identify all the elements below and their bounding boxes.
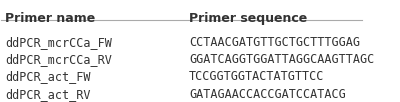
Text: GGATCAGGTGGATTAGGCAAGTTAGC: GGATCAGGTGGATTAGGCAAGTTAGC (189, 53, 374, 66)
Text: CCTAACGATGTTGCTGCTTTGGAG: CCTAACGATGTTGCTGCTTTGGAG (189, 36, 360, 49)
Text: Primer name: Primer name (5, 12, 95, 25)
Text: ddPCR_act_FW: ddPCR_act_FW (5, 70, 90, 83)
Text: ddPCR_mcrCCa_FW: ddPCR_mcrCCa_FW (5, 36, 112, 49)
Text: Primer sequence: Primer sequence (189, 12, 307, 25)
Text: GATAGAACCACCGATCCATACG: GATAGAACCACCGATCCATACG (189, 88, 346, 101)
Text: ddPCR_act_RV: ddPCR_act_RV (5, 88, 90, 101)
Text: TCCGGTGGTACTATGTTCC: TCCGGTGGTACTATGTTCC (189, 70, 324, 83)
Text: ddPCR_mcrCCa_RV: ddPCR_mcrCCa_RV (5, 53, 112, 66)
